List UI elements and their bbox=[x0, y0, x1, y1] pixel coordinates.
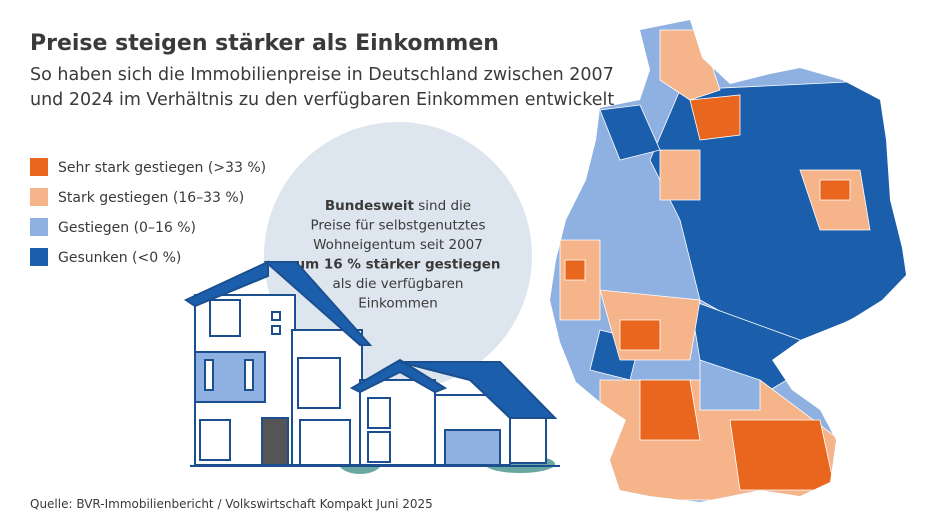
callout-segment: Bundesweit bbox=[325, 198, 415, 214]
map-region bbox=[699, 359, 761, 411]
legend-label: Stark gestiegen (16–33 %) bbox=[58, 190, 244, 206]
subtitle-line: und 2024 im Verhältnis zu den verfügbare… bbox=[30, 90, 614, 110]
map bbox=[550, 20, 906, 502]
callout-segment: Wohneigentum seit 2007 bbox=[313, 237, 483, 253]
map-region bbox=[819, 179, 851, 201]
callout-text: Bundesweit sind die Preise für selbstgenu… bbox=[296, 198, 501, 312]
callout-line: als die verfügbaren bbox=[333, 276, 464, 292]
map-region bbox=[689, 94, 741, 141]
map-region bbox=[659, 149, 701, 201]
callout-line: Bundesweit sind die bbox=[325, 198, 471, 214]
legend-swatch bbox=[30, 248, 48, 266]
legend-label: Gestiegen (0–16 %) bbox=[58, 220, 196, 236]
callout-line: Einkommen bbox=[358, 296, 438, 312]
legend-swatch bbox=[30, 218, 48, 236]
legend-label: Gesunken (<0 %) bbox=[58, 250, 181, 266]
callout-segment: Einkommen bbox=[358, 296, 438, 312]
legend-swatch bbox=[30, 158, 48, 176]
callout-circle bbox=[264, 122, 532, 390]
subtitle-line: So haben sich die Immobilienpreise in De… bbox=[30, 65, 614, 85]
legend-label: Sehr stark gestiegen (>33 %) bbox=[58, 160, 266, 176]
callout-line: Wohneigentum seit 2007 bbox=[313, 237, 483, 253]
callout-segment: um 16 % stärker gestiegen bbox=[296, 257, 501, 273]
title: Preise steigen stärker als Einkommen bbox=[30, 31, 499, 56]
legend-swatch bbox=[30, 188, 48, 206]
callout-segment: Preise für selbstgenutztes bbox=[311, 218, 486, 234]
map-region bbox=[564, 259, 586, 281]
callout-line: um 16 % stärker gestiegen bbox=[296, 257, 501, 273]
callout-segment: sind die bbox=[414, 198, 471, 214]
map-region bbox=[639, 379, 701, 441]
callout-segment: als die verfügbaren bbox=[333, 276, 464, 292]
map-region bbox=[729, 419, 836, 491]
callout-line: Preise für selbstgenutztes bbox=[311, 218, 486, 234]
source: Quelle: BVR-Immobilienbericht / Volkswir… bbox=[30, 497, 433, 511]
house-illustration bbox=[183, 260, 560, 474]
map-region bbox=[619, 319, 661, 351]
legend: Sehr stark gestiegen (>33 %) Stark gestie… bbox=[30, 158, 266, 266]
